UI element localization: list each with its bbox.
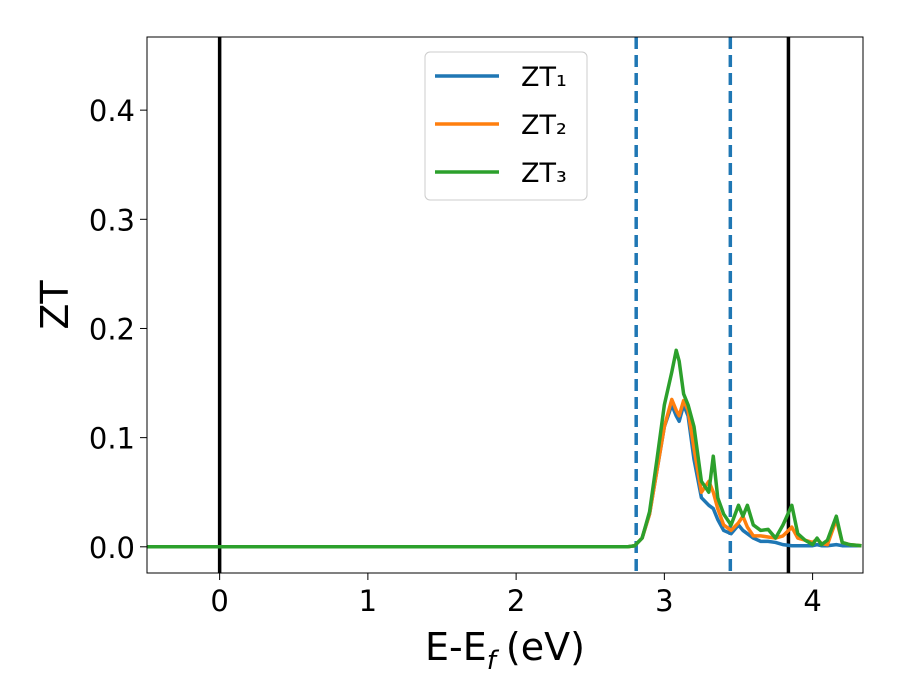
legend-box	[424, 51, 588, 201]
legend-label: ZT₁	[521, 62, 567, 93]
plot-area	[147, 37, 862, 573]
y-tick-label: 0.4	[89, 94, 135, 128]
legend-label: ZT₂	[521, 110, 567, 141]
x-tick-label: 4	[803, 584, 821, 618]
legend-label: ZT₃	[521, 158, 567, 189]
x-tick-label: 0	[210, 584, 228, 618]
y-tick-label: 0.0	[89, 531, 135, 565]
y-axis-label: ZT	[33, 280, 77, 330]
x-axis-label: E-Ef (eV)	[425, 625, 585, 676]
x-tick-label: 2	[507, 584, 525, 618]
x-tick-label: 3	[655, 584, 673, 618]
y-tick-label: 0.1	[89, 422, 135, 456]
series-line	[147, 348, 862, 549]
plot-frame	[146, 36, 864, 574]
y-tick-label: 0.2	[89, 312, 135, 346]
x-tick-label: 1	[359, 584, 377, 618]
legend: ZT₁ ZT₂ ZT₃	[424, 51, 588, 201]
y-tick-label: 0.3	[89, 203, 135, 237]
